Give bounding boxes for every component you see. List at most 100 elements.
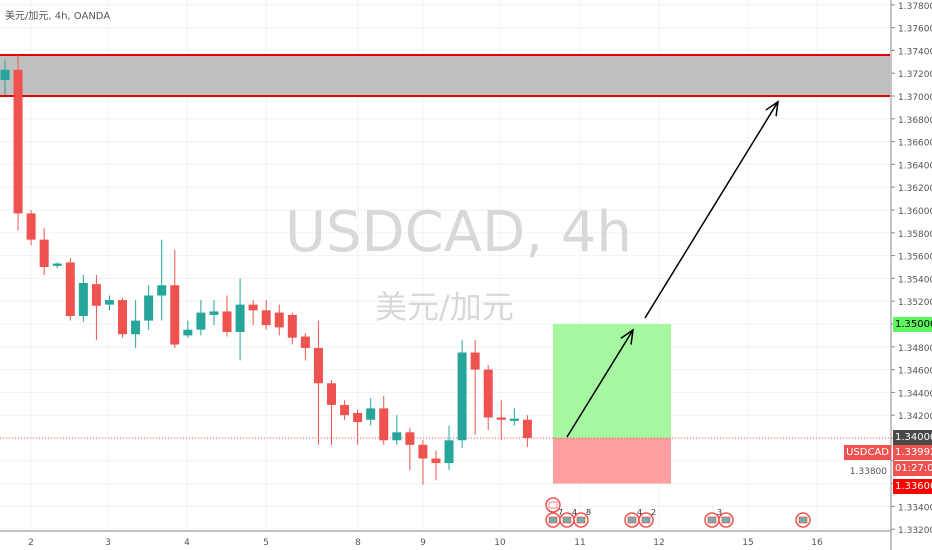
time-tick: 8 <box>355 538 361 548</box>
flag-mark <box>641 516 651 524</box>
event-count: 8 <box>586 508 591 517</box>
flag-mark <box>627 516 637 524</box>
candle-body <box>340 404 350 416</box>
event-count: 4 <box>637 508 642 517</box>
event-count: 2 <box>651 508 656 517</box>
candle-body <box>287 314 297 338</box>
time-tick: 3 <box>105 538 111 548</box>
price-tick: 1.34400 <box>898 389 932 399</box>
event-count: 7 <box>558 508 563 517</box>
candle-body <box>379 408 389 441</box>
time-tick: 5 <box>263 538 269 548</box>
candle-body <box>405 432 415 445</box>
candle-body <box>209 311 219 315</box>
price-tick: 1.34800 <box>898 344 932 354</box>
price-tick: 1.37200 <box>898 70 932 80</box>
time-tick: 4 <box>184 538 190 548</box>
price-tick: 1.35400 <box>898 275 932 285</box>
price-tick: 1.33400 <box>898 503 932 513</box>
candle-body <box>496 417 506 420</box>
candle-body <box>118 300 128 335</box>
target-price-label: 1.35000 <box>893 317 932 332</box>
candle-body <box>0 69 10 81</box>
candle-body <box>313 347 323 384</box>
candle-body <box>444 440 454 464</box>
price-tick: 1.33200 <box>898 526 932 536</box>
target-zone <box>553 324 671 438</box>
candle-body <box>353 412 363 423</box>
time-tick: 10 <box>494 538 506 548</box>
flag-mark <box>562 516 572 524</box>
flag-mark <box>707 516 717 524</box>
price-tick: 1.36800 <box>898 116 932 126</box>
candle-body <box>522 419 532 438</box>
candle-body <box>65 262 75 317</box>
time-tick: 11 <box>574 538 585 548</box>
time-tick: 2 <box>28 538 34 548</box>
candle-body <box>509 418 519 421</box>
price-tick: 1.33800 <box>850 467 887 477</box>
candle-body <box>327 383 336 405</box>
event-count: 4 <box>572 508 577 517</box>
candle-body <box>366 408 376 420</box>
candle-body <box>235 304 245 332</box>
candle-body <box>52 263 62 266</box>
watermark-name: 美元/加元 <box>375 288 514 326</box>
stop-price-label: 1.33600 <box>893 479 932 494</box>
flag-mark <box>721 516 731 524</box>
candle-body <box>392 432 402 441</box>
price-tick: 1.36400 <box>898 161 932 171</box>
price-tick: 1.35800 <box>898 230 932 240</box>
candle-body <box>78 282 88 317</box>
candle-body <box>483 369 493 418</box>
candle-body <box>431 458 441 464</box>
arrow-2 <box>644 102 778 319</box>
time-tick: 15 <box>742 538 753 548</box>
price-tick: 1.35600 <box>898 253 932 263</box>
price-tick: 1.36600 <box>898 139 932 149</box>
time-tick: 12 <box>653 538 664 548</box>
candle-body <box>261 310 271 326</box>
stop-zone <box>553 438 671 484</box>
candle-body <box>157 285 167 296</box>
flag-mark <box>548 516 558 524</box>
price-tick: 1.36200 <box>898 184 932 194</box>
entry-price-label: 1.34000 <box>893 430 932 445</box>
candle-body <box>26 213 36 240</box>
candle-body <box>457 352 467 441</box>
price-tick: 1.34600 <box>898 367 932 377</box>
candle-body <box>274 312 284 328</box>
candle-body <box>418 444 428 459</box>
event-count: 3 <box>717 508 722 517</box>
candle-body <box>131 320 141 335</box>
candle-body <box>39 239 49 267</box>
candle-body <box>222 311 232 332</box>
price-tick: 1.35200 <box>898 298 932 308</box>
price-tick: 1.37400 <box>898 47 932 57</box>
countdown-label: 01:27:02 <box>893 461 932 476</box>
time-tick: 16 <box>811 538 823 548</box>
candle-body <box>300 336 310 348</box>
candle-body <box>104 300 114 305</box>
price-tick: 1.36000 <box>898 207 932 217</box>
time-tick: 9 <box>420 538 426 548</box>
price-tick: 1.37800 <box>898 2 932 12</box>
flag-mark <box>576 516 586 524</box>
candle-body <box>248 304 258 311</box>
arrow-1 <box>566 330 633 438</box>
candle-body <box>144 295 154 321</box>
resistance-zone <box>0 54 890 96</box>
candle-body <box>470 352 480 370</box>
symbol-label: USDCAD <box>844 445 891 460</box>
flag-mark <box>798 516 808 524</box>
candle-body <box>196 312 206 330</box>
candle-body <box>183 329 193 336</box>
candle-body <box>91 284 101 306</box>
price-tick: 1.37600 <box>898 25 932 35</box>
chart-title: 美元/加元, 4h, OANDA <box>5 11 111 22</box>
last-price-label: 1.33992 <box>893 445 932 460</box>
flag-mark <box>548 501 558 509</box>
price-tick: 1.34200 <box>898 412 932 422</box>
price-tick: 1.37000 <box>898 93 932 103</box>
